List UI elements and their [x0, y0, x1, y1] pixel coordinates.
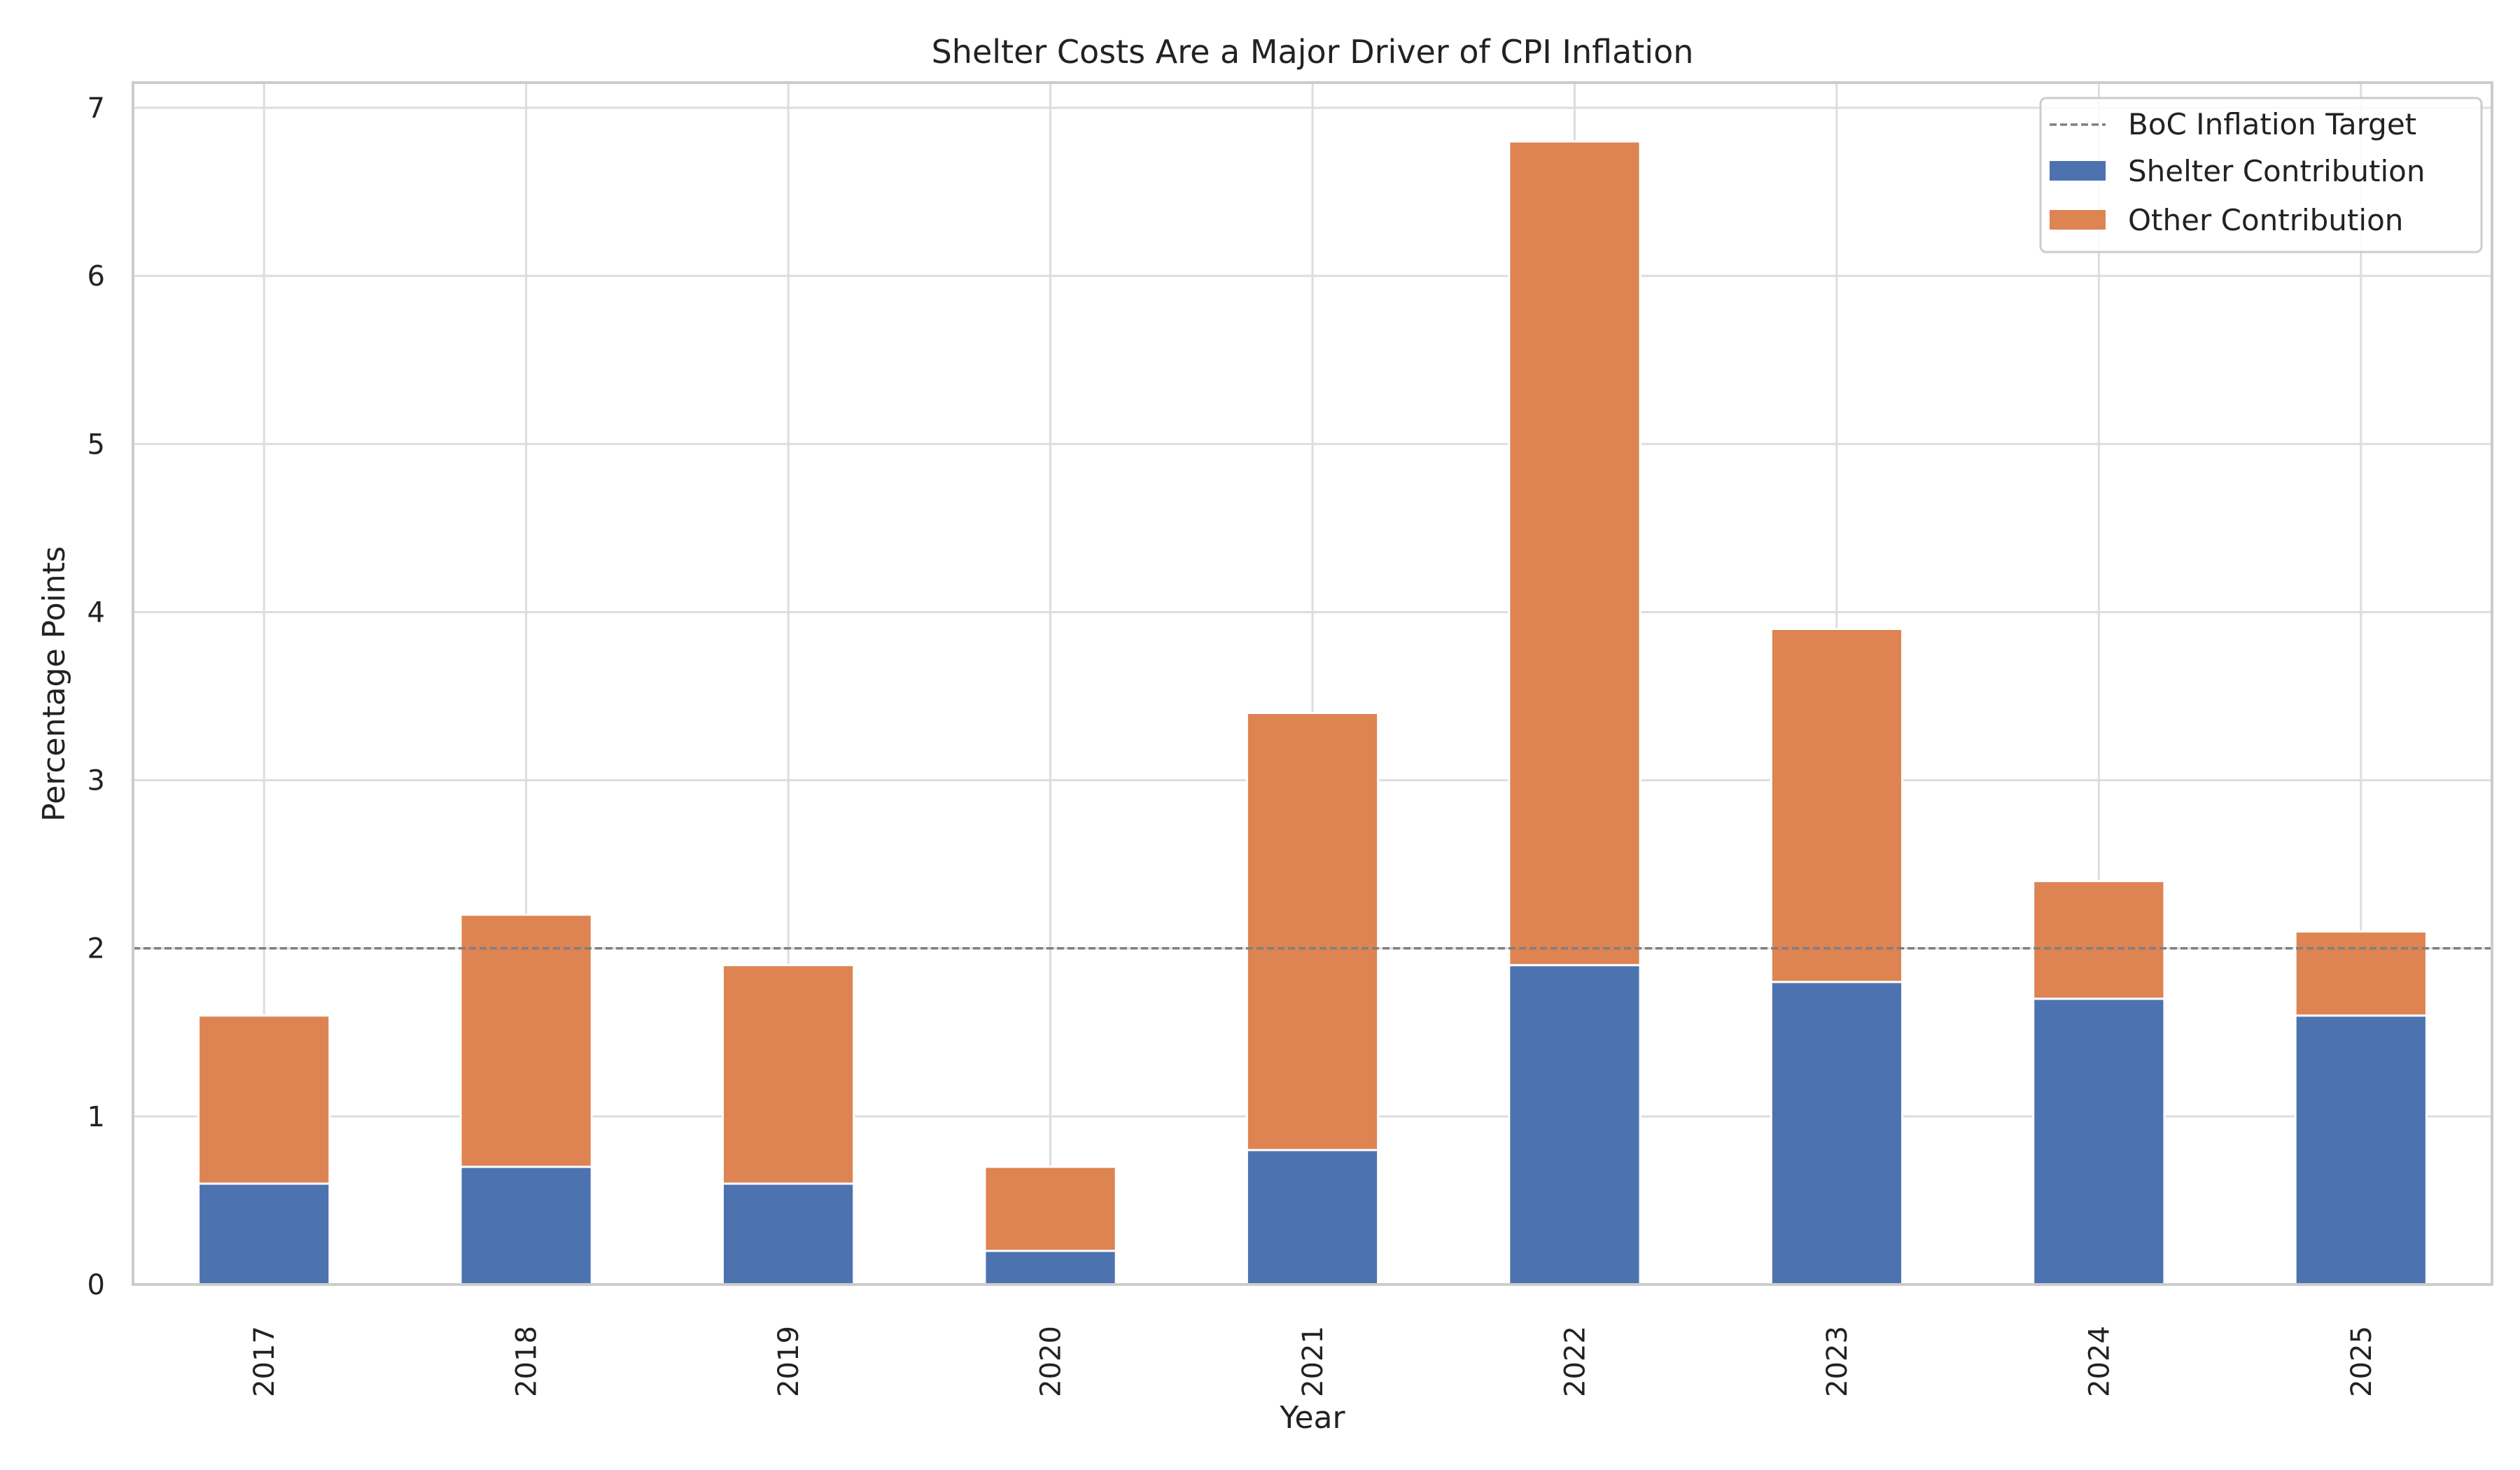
y-tick-label: 4: [88, 596, 105, 629]
y-tick-label: 2: [88, 933, 105, 965]
y-tick-label: 5: [88, 428, 105, 461]
bar-other: [197, 1014, 331, 1185]
legend-swatch-other: [2050, 210, 2106, 230]
y-tick-label: 0: [88, 1269, 105, 1301]
bar-shelter: [197, 1182, 331, 1286]
legend-label-target: BoC Inflation Target: [2128, 107, 2416, 141]
bar-other: [1508, 140, 1642, 967]
bar-other: [722, 964, 855, 1185]
bar-other: [1770, 627, 1904, 983]
bar-shelter: [983, 1250, 1117, 1286]
legend-label-shelter: Shelter Contribution: [2128, 154, 2426, 188]
y-tick-label: 6: [88, 260, 105, 293]
x-tick-label: 2024: [2083, 1326, 2115, 1397]
bar-shelter: [459, 1166, 593, 1286]
legend-swatch-shelter: [2050, 161, 2106, 181]
x-axis-label: Year: [1279, 1400, 1345, 1436]
x-tick-label: 2017: [248, 1326, 281, 1397]
x-tick-label: 2023: [1821, 1326, 1854, 1397]
x-tick-label: 2018: [511, 1326, 543, 1397]
x-tick-label: 2025: [2346, 1326, 2378, 1397]
chart-title: Shelter Costs Are a Major Driver of CPI …: [932, 33, 1694, 71]
bar-other: [1245, 712, 1380, 1152]
bar-other: [2294, 930, 2428, 1017]
bar-shelter: [1508, 964, 1642, 1286]
bar-shelter: [722, 1182, 855, 1286]
x-tick-label: 2021: [1297, 1326, 1329, 1397]
plot-frame: [132, 81, 2493, 1286]
x-tick-label: 2022: [1559, 1326, 1591, 1397]
y-axis-label: Percentage Points: [36, 546, 72, 822]
bar-shelter: [2294, 1014, 2428, 1286]
legend-frame: [2039, 97, 2483, 253]
y-tick-label: 3: [88, 765, 105, 797]
bar-other: [459, 913, 593, 1168]
bars: [197, 140, 2428, 1286]
y-tick-label: 1: [88, 1101, 105, 1133]
legend: BoC Inflation Target Shelter Contributio…: [2039, 97, 2483, 253]
x-tick-label: 2020: [1035, 1326, 1068, 1397]
x-tick-label: 2019: [773, 1326, 805, 1397]
bar-shelter: [1770, 981, 1904, 1286]
bar-shelter: [1245, 1149, 1380, 1286]
x-tick-labels: 2017 2018 2019 2020 2021 2022 2023 2024 2025: [248, 1326, 2378, 1397]
legend-label-other: Other Contribution: [2128, 203, 2403, 237]
y-tick-label: 7: [88, 92, 105, 125]
bar-other: [2032, 880, 2166, 1000]
y-tick-labels: 0 1 2 3 4 5 6 7: [88, 92, 105, 1301]
bar-other: [983, 1166, 1117, 1252]
bar-shelter: [2032, 997, 2166, 1286]
